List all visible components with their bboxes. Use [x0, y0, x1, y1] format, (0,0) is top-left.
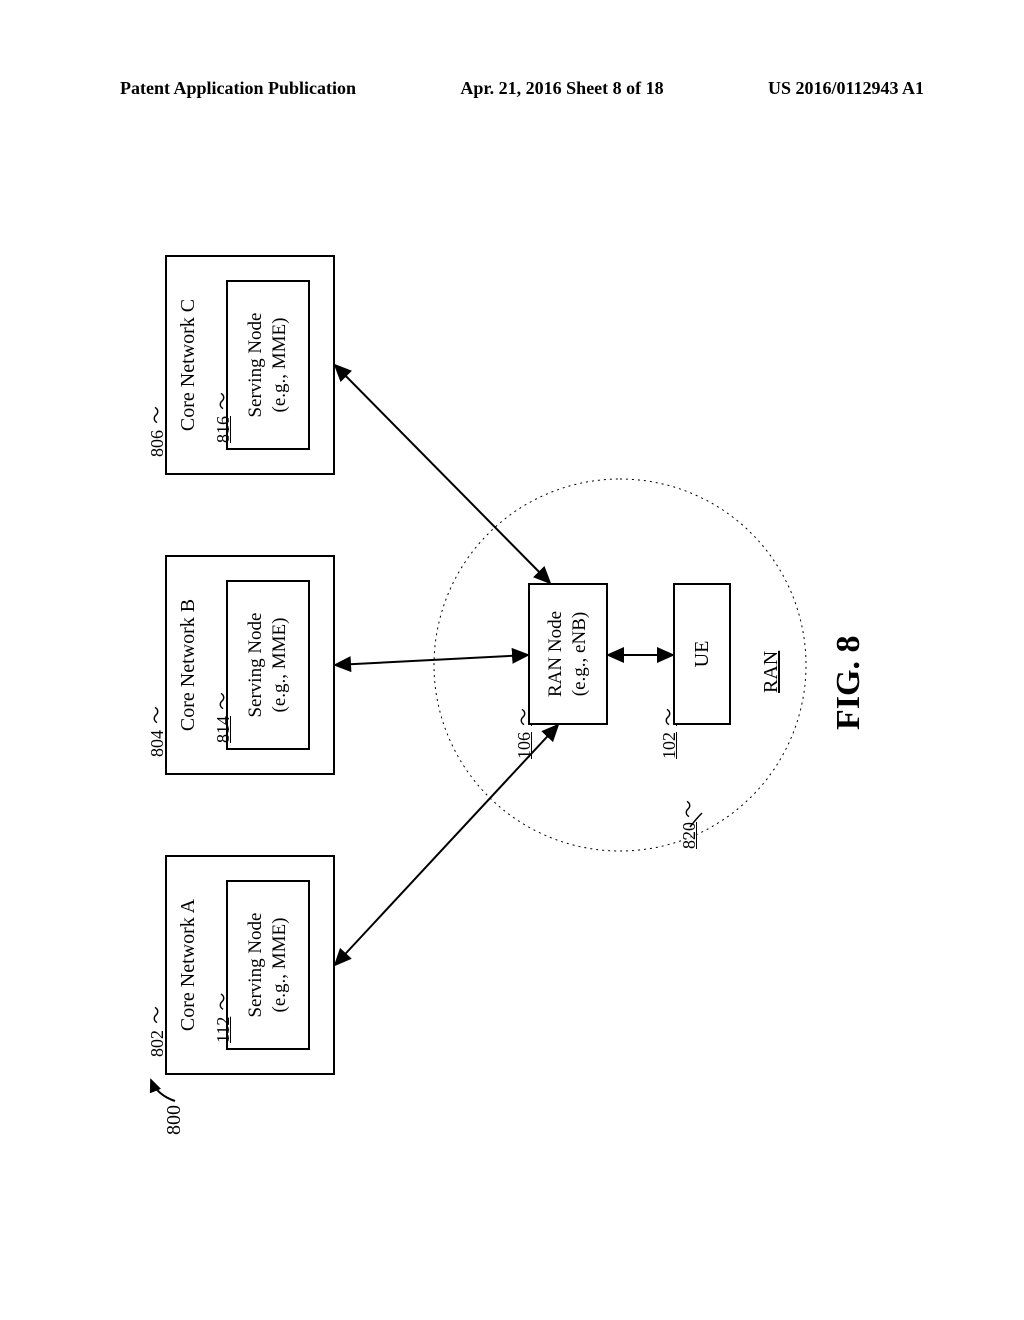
core-a-serving-l2: (e.g., MME): [268, 918, 292, 1013]
header-right-text: US 2016/0112943 A1: [768, 78, 924, 99]
core-c-serving-ref: 816 〜: [209, 392, 235, 443]
ue-ref-num: 102: [659, 732, 679, 759]
core-c-title: Core Network C: [177, 271, 200, 459]
core-b-serving-ref-num: 814: [213, 716, 233, 743]
figure-8-diagram: 800 802〜 Core Netwo: [130, 195, 900, 1145]
ran-node-box: RAN Node (e.g., eNB): [528, 583, 608, 725]
core-a-serving-l1: Serving Node: [244, 913, 268, 1018]
core-network-c-col: 806〜 Core Network C 816〜 Serving Node (e…: [165, 255, 365, 475]
header-center-text: Apr. 21, 2016 Sheet 8 of 18: [460, 78, 663, 99]
ran-node-l1: RAN Node: [544, 611, 568, 697]
overall-ref-number: 800: [163, 1105, 186, 1135]
core-a-serving-ref: 112 〜: [209, 993, 235, 1043]
tilde-icon: 〜: [209, 993, 235, 1011]
ue-box: UE: [673, 583, 731, 725]
header-left-text: Patent Application Publication: [120, 78, 356, 99]
tilde-icon: 〜: [679, 800, 699, 818]
ue-label: UE: [691, 641, 714, 668]
core-a-ref-num: 802: [147, 1030, 167, 1057]
figure-label: FIG. 8: [830, 636, 868, 730]
page-header: Patent Application Publication Apr. 21, …: [0, 78, 1024, 99]
core-networks-row: 802〜 Core Network A 112〜 Serving Node (e…: [165, 255, 365, 1075]
core-network-c-box: Core Network C 816 〜 Serving Node (e.g., …: [165, 255, 335, 475]
core-network-b-box: Core Network B 814 〜 Serving Node (e.g., …: [165, 555, 335, 775]
ran-node-ref-num: 106: [514, 732, 534, 759]
tilde-icon: 〜: [209, 392, 235, 410]
core-network-a-col: 802〜 Core Network A 112〜 Serving Node (e…: [165, 855, 365, 1075]
ran-circle-ref-num: 820: [679, 822, 699, 849]
core-c-serving-l2: (e.g., MME): [268, 318, 292, 413]
core-network-a-box: Core Network A 112 〜 Serving Node (e.g., …: [165, 855, 335, 1075]
core-a-serving-ref-num: 112: [213, 1017, 233, 1043]
page: Patent Application Publication Apr. 21, …: [0, 0, 1024, 1320]
overall-ref-arrow: 800: [145, 1075, 185, 1135]
core-c-ref-num: 806: [147, 430, 167, 457]
core-c-serving-box: Serving Node (e.g., MME): [226, 280, 310, 450]
core-c-serving-ref-num: 816: [213, 416, 233, 443]
core-a-title: Core Network A: [177, 871, 200, 1059]
core-b-ref-num: 804: [147, 730, 167, 757]
core-network-b-col: 804〜 Core Network B 814〜 Serving Node (e…: [165, 555, 365, 775]
core-c-serving-l1: Serving Node: [244, 313, 268, 418]
figure-rotated-wrap: 800 802〜 Core Netwo: [40, 285, 990, 1055]
tilde-icon: 〜: [209, 692, 235, 710]
core-b-title: Core Network B: [177, 571, 200, 759]
ran-circle-ref: 820 〜: [675, 800, 701, 849]
ran-dotted-circle: [430, 475, 810, 855]
core-b-serving-l1: Serving Node: [244, 613, 268, 718]
core-b-serving-box: Serving Node (e.g., MME): [226, 580, 310, 750]
ran-area: 820〜 106〜 RAN Node (e.g., eNB) 102〜 UE R…: [430, 475, 810, 855]
ran-node-l2: (e.g., eNB): [568, 612, 592, 696]
core-a-serving-box: Serving Node (e.g., MME): [226, 880, 310, 1050]
ran-label: RAN: [760, 651, 783, 693]
core-b-serving-ref: 814 〜: [209, 692, 235, 743]
core-b-serving-l2: (e.g., MME): [268, 618, 292, 713]
